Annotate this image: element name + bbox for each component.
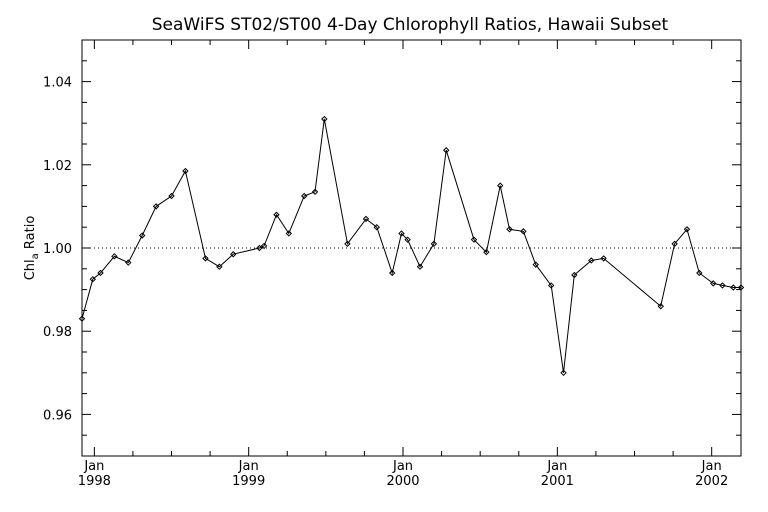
data-point — [389, 269, 396, 277]
data-point — [216, 263, 223, 270]
data-point — [657, 303, 664, 310]
y-tick-label: 1.02 — [43, 159, 72, 174]
data-point — [683, 226, 691, 233]
data-point — [506, 226, 513, 233]
data-point — [230, 251, 237, 258]
x-tick-label-year: 2002 — [695, 474, 728, 489]
data-point — [97, 269, 104, 277]
x-tick-label-year: 2000 — [386, 474, 419, 489]
y-tick-label: 0.96 — [43, 408, 72, 423]
data-point — [273, 211, 280, 218]
data-point — [125, 259, 132, 266]
data-point — [260, 242, 268, 250]
y-tick-label: 0.98 — [43, 325, 72, 340]
y-axis-label-subscript: a — [30, 253, 41, 259]
y-axis-label-rest: Ratio — [23, 216, 38, 254]
y-axis-label-main: Chl — [23, 259, 38, 280]
data-point — [560, 369, 567, 377]
data-point — [285, 230, 293, 237]
data-point — [696, 269, 703, 277]
x-tick-label-month: Jan — [83, 459, 104, 474]
data-point — [256, 244, 263, 252]
data-point — [443, 147, 450, 154]
data-point — [470, 236, 478, 243]
x-tick-label-month: Jan — [238, 459, 259, 474]
data-point — [182, 167, 189, 175]
data-point — [344, 240, 351, 248]
data-point — [532, 261, 539, 268]
data-point — [78, 315, 86, 322]
data-point — [737, 284, 745, 291]
data-point — [362, 215, 370, 223]
data-point — [138, 232, 146, 239]
data-point — [89, 275, 97, 283]
data-point — [430, 240, 438, 248]
x-tick-label-month: Jan — [701, 459, 722, 474]
data-point — [600, 255, 607, 262]
data-point — [520, 228, 527, 235]
data-point — [398, 230, 405, 237]
chart-title: SeaWiFS ST02/ST00 4-Day Chlorophyll Rati… — [152, 15, 669, 35]
data-point — [311, 188, 319, 196]
x-tick-label-year: 1999 — [232, 474, 265, 489]
x-tick-label-year: 2001 — [541, 474, 574, 489]
data-point — [301, 192, 308, 200]
data-point — [404, 236, 411, 243]
data-point — [497, 182, 504, 189]
data-point — [483, 248, 490, 256]
data-point — [168, 192, 175, 200]
y-tick-label: 1.00 — [43, 242, 72, 257]
x-tick-label-year: 1998 — [78, 474, 111, 489]
data-point — [111, 253, 118, 260]
x-tick-label-month: Jan — [392, 459, 413, 474]
data-point — [571, 271, 578, 279]
series-line — [81, 118, 741, 373]
data-point — [671, 240, 678, 248]
data-point — [373, 223, 380, 231]
data-point — [152, 203, 160, 210]
data-point — [547, 282, 555, 289]
data-point — [202, 255, 209, 262]
y-tick-label: 1.04 — [43, 76, 72, 91]
y-axis-label: Chla Ratio — [23, 216, 41, 281]
x-tick-label-month: Jan — [546, 459, 567, 474]
data-point — [730, 284, 737, 291]
data-point — [588, 257, 595, 264]
data-point — [416, 263, 424, 270]
data-point — [719, 282, 726, 289]
data-point — [321, 115, 328, 123]
data-point — [710, 280, 717, 287]
